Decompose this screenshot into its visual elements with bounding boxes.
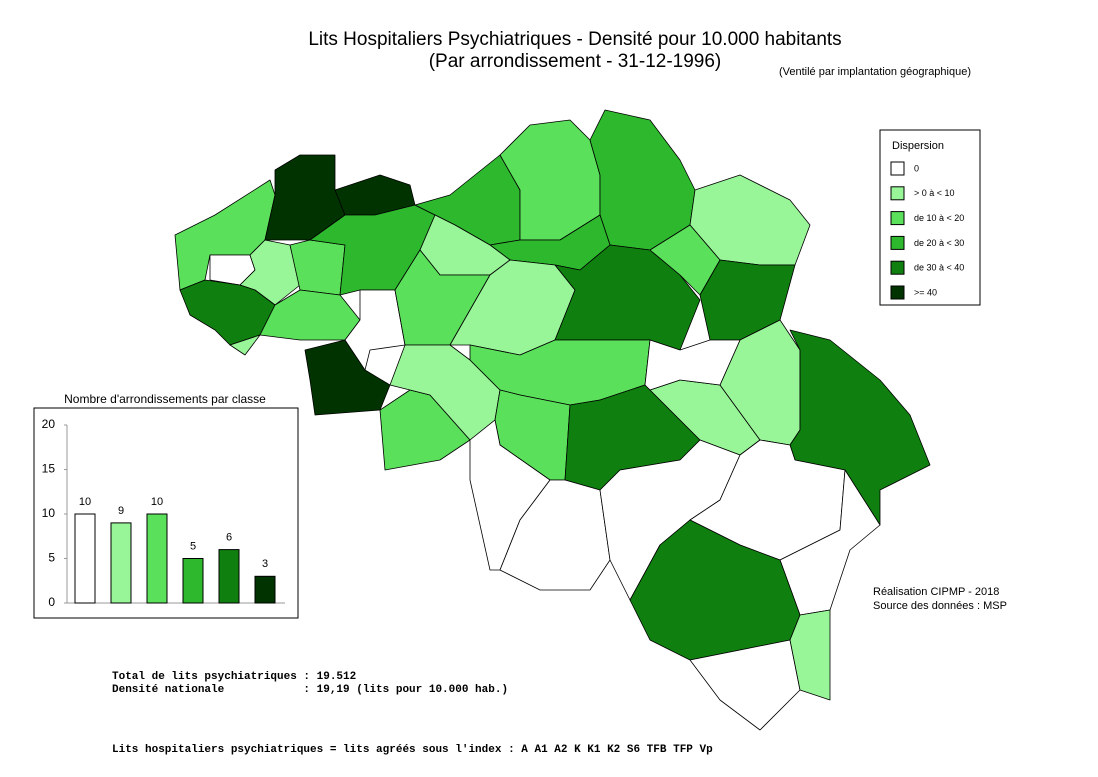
credit: Réalisation CIPMP - 2018 [873,586,999,598]
legend-label: de 10 à < 20 [914,213,964,223]
chart-title: Nombre d'arrondissements par classe [64,392,266,406]
bar [182,558,204,604]
legend-swatch [890,161,905,176]
bar [218,549,240,604]
value-label: 3 [262,558,268,570]
value-label: 10 [151,496,163,508]
value-label: 6 [226,532,232,544]
bar-chart: Nombre d'arrondissements par classe 0 5 10… [33,392,299,619]
district [304,339,391,416]
legend-label: > 0 à < 10 [914,188,955,198]
y-tick-label: 15 [42,462,56,476]
map-note: (Ventilé par implantation géographique) [779,66,971,78]
map [174,109,931,731]
value-label: 9 [118,505,124,517]
footer: Lits hospitaliers psychiatriques = lits … [112,744,713,756]
legend-label: 0 [914,163,919,173]
bar [74,513,96,604]
total-line: Densité nationale : 19,19 (lits pour 10.… [112,684,508,696]
bar [254,575,276,604]
legend-swatch [890,285,905,300]
y-tick-label: 10 [42,506,56,520]
legend-swatch [890,186,905,201]
y-tick-label: 0 [48,595,55,609]
district [589,109,696,251]
legend: Dispersion 0 > 0 à < 10 de 10 à < 20 de 20 … [879,129,981,306]
legend-swatch [890,260,905,275]
district [229,334,261,356]
legend-swatch [890,235,905,250]
map-subtitle: (Par arrondissement - 31-12-1996) [429,51,722,72]
y-tick-label: 5 [48,551,55,565]
bar [146,513,168,604]
district [789,609,831,701]
legend-swatch [890,211,905,226]
map-title: Lits Hospitaliers Psychiatriques - Densi… [308,29,841,50]
bar [110,522,132,604]
district [644,339,741,391]
legend-label: >= 40 [914,287,937,297]
legend-label: de 30 à < 40 [914,263,964,273]
y-tick-label: 20 [42,417,56,431]
district [554,244,701,351]
legend-title: Dispersion [892,140,944,152]
value-label: 5 [190,540,196,552]
legend-label: de 20 à < 30 [914,238,964,248]
credit: Source des données : MSP [873,600,1007,612]
total-line: Total de lits psychiatriques : 19.512 [112,671,356,683]
value-label: 10 [79,496,91,508]
